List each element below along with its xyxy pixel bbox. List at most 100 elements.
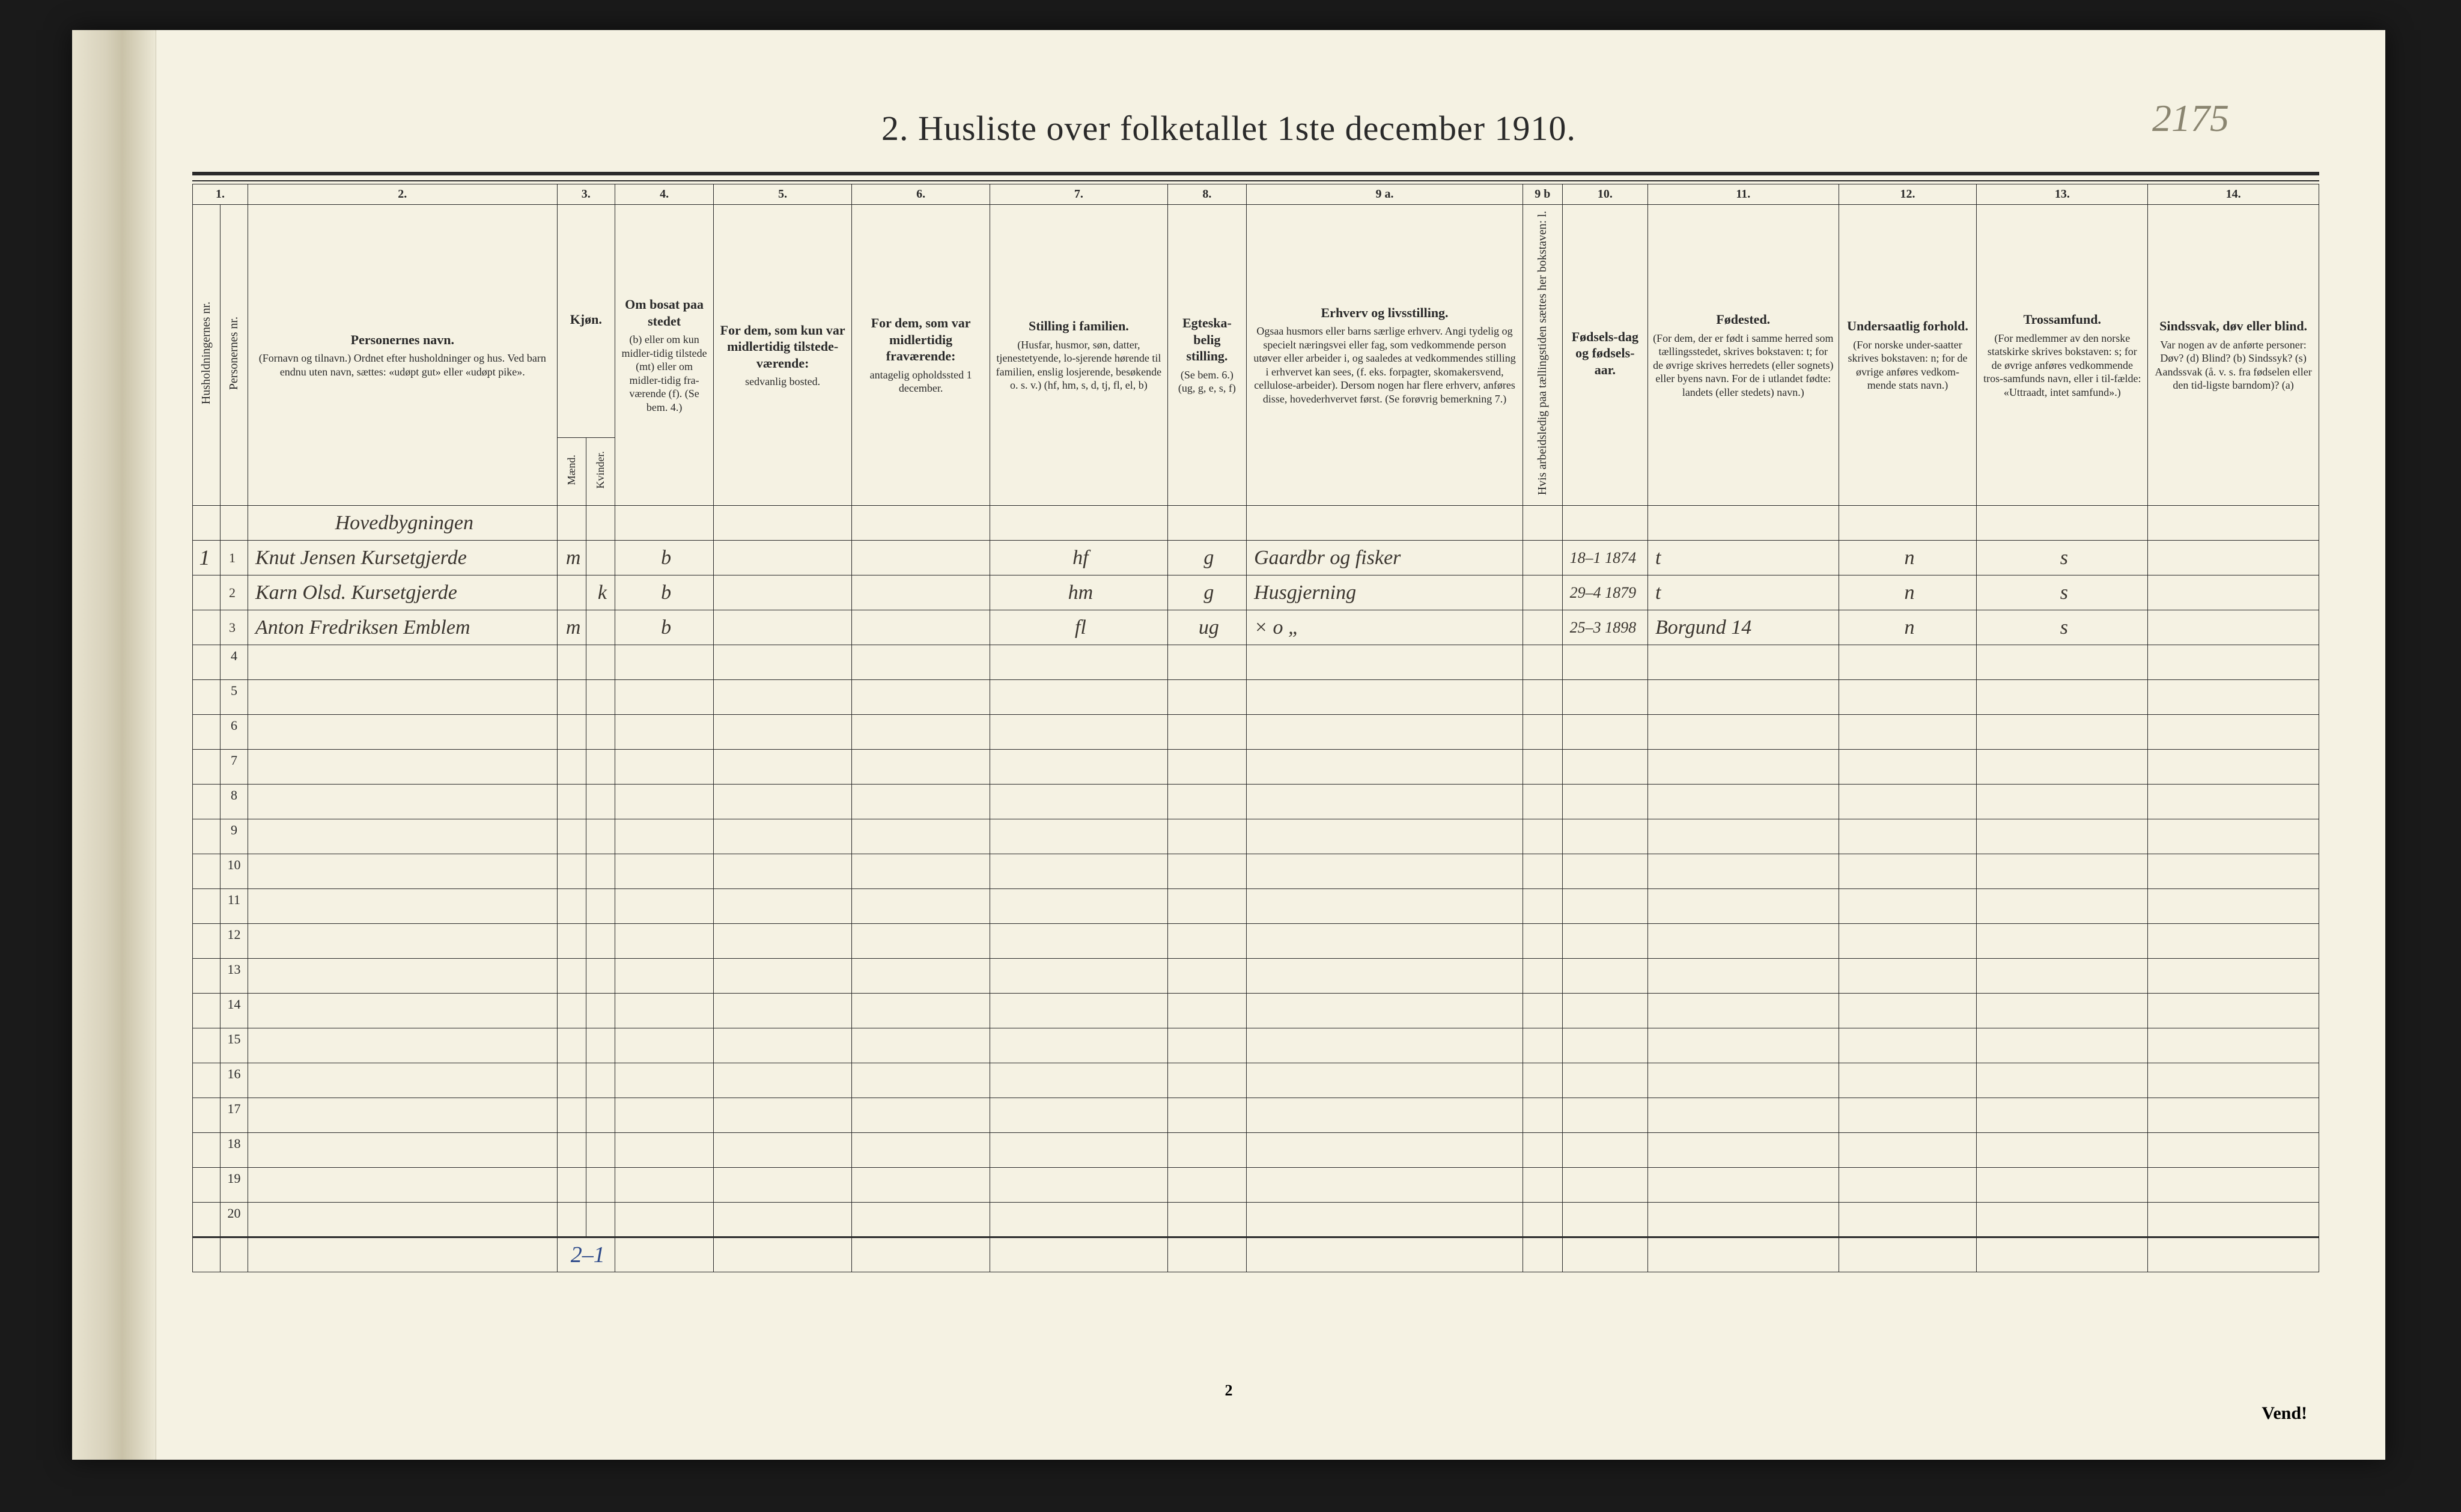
cell-empty: [714, 994, 852, 1028]
cell-empty: [1167, 715, 1246, 750]
cell-empty: [557, 645, 586, 680]
cell-empty: [1839, 889, 1977, 924]
cell-empty: [1167, 645, 1246, 680]
cell-empty: [615, 889, 713, 924]
cell-empty: [1977, 680, 2148, 715]
cell-empty: [586, 785, 615, 819]
cell-empty: [1523, 715, 1562, 750]
cell-empty: [1523, 994, 1562, 1028]
cell-empty: [586, 994, 615, 1028]
cell-empty: [1523, 819, 1562, 854]
table-row: 6: [193, 715, 2319, 750]
cell-empty: [2148, 750, 2319, 785]
cell-person-no: 4: [220, 645, 248, 680]
cell-empty: [586, 750, 615, 785]
cell-empty: [714, 959, 852, 994]
cell-empty: [1562, 1133, 1647, 1168]
cell-empty: [248, 1168, 557, 1203]
cell-empty: [615, 959, 713, 994]
cell-empty: [1167, 854, 1246, 889]
cell-empty: [990, 1168, 1168, 1203]
cell-sex-m: m: [557, 610, 586, 645]
hdr-person-no: Personernes nr.: [220, 205, 248, 506]
cell-empty: [557, 1098, 586, 1133]
cell-person-no: 20: [220, 1203, 248, 1237]
cell-sex-k: [586, 541, 615, 575]
cell-empty: [1562, 819, 1647, 854]
cell-empty: [1523, 785, 1562, 819]
cell-empty: [557, 854, 586, 889]
cell-empty: [1977, 785, 2148, 819]
cell-empty: [586, 1028, 615, 1063]
cell-empty: [1247, 1063, 1523, 1098]
cell-person-no: 10: [220, 854, 248, 889]
cell-empty: [852, 785, 990, 819]
cell-empty: [1167, 1098, 1246, 1133]
cell-religion: s: [1977, 610, 2148, 645]
cell-occupation: Husgjerning: [1247, 575, 1523, 610]
header-row: Husholdningernes nr. Personernes nr. Per…: [193, 205, 2319, 438]
cell-empty: [1523, 680, 1562, 715]
cell-person-no: 13: [220, 959, 248, 994]
cell-household-no: [193, 994, 221, 1028]
colnum: 9 a.: [1247, 184, 1523, 205]
data-rows: 11Knut Jensen KursetgjerdembhfgGaardbr o…: [193, 541, 2319, 645]
cell-empty: [1839, 819, 1977, 854]
cell-empty: [1523, 1203, 1562, 1237]
cell-household-no: [193, 750, 221, 785]
cell-empty: [1562, 1203, 1647, 1237]
hdr-absent: For dem, som var midlertidig fraværende:…: [852, 205, 990, 506]
cell-empty: [248, 959, 557, 994]
vend-label: Vend!: [2262, 1403, 2307, 1424]
cell-empty: [615, 924, 713, 959]
cell-empty: [2148, 1028, 2319, 1063]
cell-empty: [1562, 645, 1647, 680]
cell-empty: [1167, 959, 1246, 994]
cell-empty: [852, 819, 990, 854]
cell-present: [714, 575, 852, 610]
cell-empty: [714, 819, 852, 854]
cell-empty: [852, 680, 990, 715]
cell-empty: [1648, 1063, 1839, 1098]
cell-empty: [1523, 750, 1562, 785]
cell-empty: [1839, 854, 1977, 889]
hdr-unemployed: Hvis arbeidsledig paa tællingstiden sætt…: [1523, 205, 1562, 506]
cell-empty: [557, 715, 586, 750]
hdr-disability: Sindssvak, døv eller blind. Var nogen av…: [2148, 205, 2319, 506]
cell-empty: [1247, 750, 1523, 785]
cell-empty: [990, 924, 1168, 959]
cell-person-no: 15: [220, 1028, 248, 1063]
cell-family: fl: [990, 610, 1168, 645]
cell-empty: [1523, 1028, 1562, 1063]
cell-empty: [1167, 1133, 1246, 1168]
cell-empty: [586, 1168, 615, 1203]
table-row: 9: [193, 819, 2319, 854]
hdr-present: For dem, som kun var midlertidig tilsted…: [714, 205, 852, 506]
cell-empty: [2148, 715, 2319, 750]
cell-empty: [248, 994, 557, 1028]
cell-empty: [586, 889, 615, 924]
cell-empty: [1247, 994, 1523, 1028]
cell-empty: [586, 1203, 615, 1237]
cell-empty: [714, 680, 852, 715]
cell-empty: [2148, 924, 2319, 959]
cell-empty: [248, 1028, 557, 1063]
cell-empty: [557, 959, 586, 994]
cell-empty: [714, 645, 852, 680]
cell-empty: [248, 785, 557, 819]
hdr-birthdate: Fødsels-dag og fødsels-aar.: [1562, 205, 1647, 506]
cell-empty: [1648, 854, 1839, 889]
cell-empty: [1648, 924, 1839, 959]
cell-empty: [1523, 924, 1562, 959]
cell-person-no: 17: [220, 1098, 248, 1133]
cell-person-no: 16: [220, 1063, 248, 1098]
cell-household-no: [193, 1028, 221, 1063]
hdr-family-position: Stilling i familien. (Husfar, husmor, sø…: [990, 205, 1168, 506]
cell-empty: [557, 1028, 586, 1063]
cell-empty: [2148, 854, 2319, 889]
cell-empty: [1839, 1028, 1977, 1063]
cell-disability: [2148, 610, 2319, 645]
table-row: 13: [193, 959, 2319, 994]
hdr-birthplace: Fødested. (For dem, der er født i samme …: [1648, 205, 1839, 506]
cell-empty: [1523, 1133, 1562, 1168]
